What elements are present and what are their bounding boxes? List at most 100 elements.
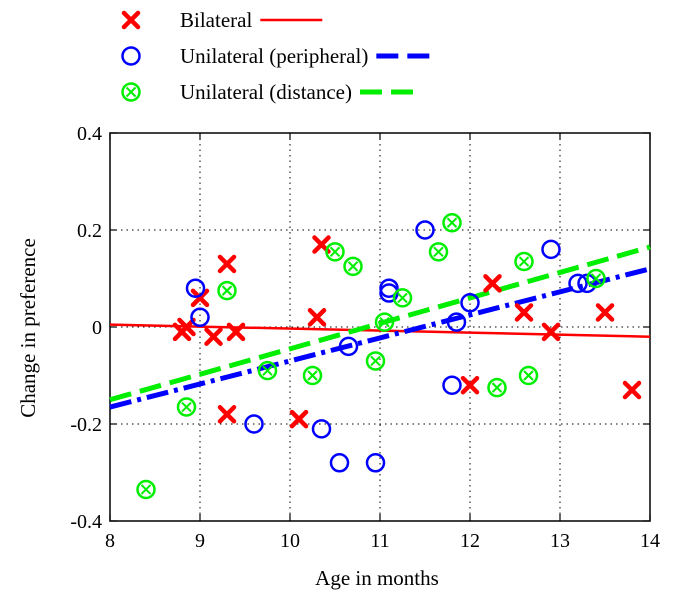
data-point bbox=[217, 280, 237, 301]
x-stroke bbox=[289, 409, 309, 429]
circle-shape bbox=[343, 256, 363, 277]
x-stroke bbox=[121, 10, 141, 30]
x-stroke bbox=[217, 254, 237, 274]
data-point bbox=[392, 288, 413, 308]
circle-shape bbox=[374, 312, 395, 332]
x-stroke bbox=[262, 365, 273, 376]
x-stroke bbox=[433, 246, 444, 258]
data-point bbox=[244, 414, 264, 434]
data-point bbox=[541, 322, 561, 342]
x-axis-label: Age in months bbox=[315, 566, 439, 590]
legend-label: Unilateral (distance) bbox=[180, 80, 352, 104]
axis-ticks: 8 9 10 11 12 13 14 -0.4 -0.2 0 0.2 0.4 bbox=[70, 123, 660, 552]
circle-shape bbox=[136, 479, 156, 500]
data-point bbox=[329, 453, 350, 473]
x-stroke bbox=[523, 370, 534, 381]
data-point bbox=[257, 360, 278, 381]
x-stroke bbox=[125, 86, 137, 98]
circle-shape bbox=[415, 220, 435, 240]
data-point bbox=[622, 380, 642, 400]
circle-shape bbox=[379, 283, 399, 303]
circle-shape bbox=[428, 242, 449, 262]
circle-shape bbox=[442, 375, 462, 395]
data-point bbox=[217, 405, 237, 424]
data-point bbox=[343, 256, 363, 277]
legend-marker bbox=[121, 46, 141, 66]
legend-label: Unilateral (peripheral) bbox=[180, 44, 368, 68]
legend-label: Bilateral bbox=[180, 8, 252, 32]
data-point bbox=[379, 278, 399, 298]
x-tick-label: 9 bbox=[195, 530, 205, 552]
x-stroke bbox=[446, 217, 458, 228]
data-point bbox=[428, 242, 449, 262]
circle-shape bbox=[257, 360, 278, 381]
x-tick-label: 13 bbox=[550, 530, 570, 552]
data-point bbox=[442, 375, 462, 395]
circle-shape bbox=[311, 419, 332, 439]
circle-shape bbox=[302, 365, 323, 386]
x-stroke bbox=[181, 401, 192, 413]
x-stroke bbox=[226, 322, 246, 342]
data-point bbox=[311, 419, 332, 439]
x-stroke bbox=[190, 288, 210, 308]
circle-shape bbox=[121, 46, 141, 66]
data-point bbox=[190, 307, 210, 328]
x-stroke bbox=[514, 303, 534, 322]
y-tick-label: -0.4 bbox=[70, 511, 102, 533]
x-tick-label: 12 bbox=[460, 530, 480, 552]
legend-marker bbox=[121, 10, 141, 30]
circle-shape bbox=[586, 268, 606, 289]
legend-entry: Unilateral (peripheral) bbox=[121, 44, 439, 68]
fit-line bbox=[109, 244, 651, 403]
legend-marker bbox=[121, 82, 141, 102]
circle-shape bbox=[365, 453, 386, 473]
data-point bbox=[307, 308, 327, 327]
data-point bbox=[338, 336, 359, 357]
data-point bbox=[460, 375, 480, 395]
x-stroke bbox=[379, 316, 390, 328]
data-point bbox=[289, 409, 309, 429]
data-point bbox=[415, 220, 435, 240]
x-stroke bbox=[370, 355, 381, 367]
data-point bbox=[586, 268, 606, 289]
fit-line bbox=[109, 266, 651, 410]
data-point bbox=[514, 251, 534, 272]
data-point bbox=[365, 453, 386, 473]
circle-shape bbox=[325, 242, 345, 262]
data-point bbox=[487, 377, 507, 398]
x-stroke bbox=[217, 405, 237, 424]
data-point bbox=[518, 365, 539, 386]
x-stroke bbox=[177, 317, 196, 337]
circle-shape bbox=[514, 251, 534, 272]
data-point bbox=[595, 303, 615, 322]
data-point bbox=[325, 242, 345, 262]
y-tick-label: 0.4 bbox=[77, 123, 102, 145]
data-point bbox=[136, 479, 156, 500]
circle-shape bbox=[518, 365, 539, 386]
data-point bbox=[217, 254, 237, 274]
circle-shape bbox=[446, 312, 467, 332]
x-stroke bbox=[595, 303, 615, 322]
x-stroke bbox=[347, 261, 359, 272]
data-point bbox=[541, 239, 561, 260]
x-stroke bbox=[460, 375, 480, 395]
circle-shape bbox=[379, 278, 399, 298]
data-point bbox=[365, 351, 386, 371]
x-stroke bbox=[491, 382, 503, 393]
y-tick-label: 0 bbox=[92, 317, 102, 339]
data-point bbox=[379, 283, 399, 303]
x-tick-label: 14 bbox=[640, 530, 660, 552]
data-point bbox=[483, 274, 502, 293]
data-point bbox=[514, 303, 534, 322]
data-point bbox=[442, 212, 462, 233]
x-stroke bbox=[204, 327, 223, 346]
legend: Bilateral Unilateral (peripheral) Unilater… bbox=[121, 8, 439, 104]
y-tick-label: -0.2 bbox=[70, 414, 102, 436]
data-point bbox=[176, 397, 197, 417]
x-stroke bbox=[397, 292, 408, 304]
data-point bbox=[446, 312, 467, 332]
circle-shape bbox=[176, 397, 197, 417]
x-tick-label: 8 bbox=[105, 530, 115, 552]
circle-shape bbox=[460, 293, 480, 313]
